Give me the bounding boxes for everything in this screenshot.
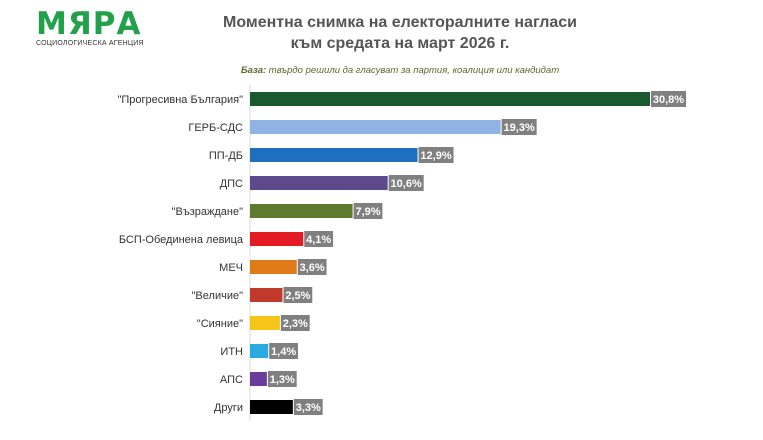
chart-title-line-1: Моментна снимка на електоралните нагласи <box>222 14 578 31</box>
bar <box>250 176 388 190</box>
bar <box>250 316 280 330</box>
bar <box>250 344 269 358</box>
chart-base-note: База: твърдо решили да гласуват за парти… <box>200 65 600 76</box>
value-label: 4,1% <box>306 234 331 246</box>
value-label-box <box>293 399 323 415</box>
category-label: ГЕРБ-СДС <box>188 122 243 134</box>
bar <box>250 232 304 246</box>
value-label-box <box>501 119 537 135</box>
category-label: "Величие" <box>192 290 244 302</box>
bar <box>250 260 297 274</box>
value-label: 7,9% <box>355 206 380 218</box>
value-label-box <box>267 371 297 387</box>
category-label: Други <box>214 402 243 414</box>
category-label: "Сияние" <box>197 318 243 330</box>
value-label-box <box>297 259 327 275</box>
category-label: ИТН <box>220 346 243 358</box>
bar <box>250 372 267 386</box>
value-label: 3,3% <box>296 402 321 414</box>
category-label: БСП-Обединена левица <box>119 234 244 246</box>
category-label: МЕЧ <box>219 262 243 274</box>
value-label-box <box>651 91 686 107</box>
bar <box>250 204 353 218</box>
category-label: "Възраждане" <box>172 206 243 218</box>
base-text: твърдо решили да гласуват за партия, коа… <box>266 65 560 76</box>
category-label: "Прогресивна България" <box>117 94 243 106</box>
category-label: ДПС <box>220 178 243 190</box>
value-label: 1,3% <box>270 374 295 386</box>
value-label: 1,4% <box>271 346 296 358</box>
logo-name: МЯРА <box>36 6 142 42</box>
value-label-box <box>353 203 383 219</box>
value-label-box <box>280 315 310 331</box>
logo-tagline: СОЦИОЛОГИЧЕСКА АГЕНЦИЯ <box>36 40 144 47</box>
value-label: 12,9% <box>420 150 451 162</box>
value-label-box <box>269 343 298 359</box>
bar <box>250 92 650 106</box>
value-label-box <box>388 175 424 191</box>
bar <box>250 148 418 162</box>
value-label-box <box>283 287 313 303</box>
value-label: 3,6% <box>300 262 325 274</box>
value-label: 10,6% <box>391 178 422 190</box>
bar <box>250 120 501 134</box>
value-label-box <box>304 231 334 247</box>
value-label: 2,3% <box>283 318 308 330</box>
bar <box>250 400 293 414</box>
value-label-box <box>418 147 454 163</box>
chart-title: Моментна снимка на електоралните нагласи… <box>200 12 600 54</box>
category-label: ПП-ДБ <box>209 150 243 162</box>
logo: МЯРА СОЦИОЛОГИЧЕСКА АГЕНЦИЯ <box>36 8 144 47</box>
value-label: 30,8% <box>653 94 684 106</box>
chart-title-line-2: към средата на март 2026 г. <box>290 35 510 52</box>
category-label: АПС <box>220 374 243 386</box>
value-label: 19,3% <box>504 122 535 134</box>
value-label: 2,5% <box>285 290 310 302</box>
bar <box>250 288 283 302</box>
base-label: База: <box>240 65 267 76</box>
